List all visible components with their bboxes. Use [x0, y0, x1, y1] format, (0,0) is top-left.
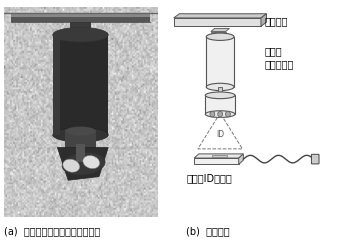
Bar — [11, 13, 150, 17]
Text: 可視光ID接收器: 可視光ID接收器 — [187, 173, 232, 183]
Ellipse shape — [65, 126, 96, 136]
Polygon shape — [211, 28, 230, 32]
Bar — [206, 37, 234, 87]
Polygon shape — [239, 154, 243, 164]
Polygon shape — [174, 18, 261, 26]
Ellipse shape — [62, 153, 105, 175]
Ellipse shape — [63, 159, 80, 172]
Bar — [53, 35, 108, 135]
Bar — [205, 95, 235, 114]
Polygon shape — [194, 154, 243, 158]
Bar — [11, 13, 150, 22]
Ellipse shape — [205, 92, 235, 99]
Polygon shape — [212, 155, 227, 157]
Bar — [65, 131, 96, 147]
Polygon shape — [261, 14, 267, 26]
Circle shape — [218, 111, 223, 117]
Ellipse shape — [205, 111, 235, 118]
Text: 燈座滑軌: 燈座滑軌 — [265, 16, 288, 26]
Ellipse shape — [83, 156, 100, 169]
Circle shape — [225, 111, 230, 117]
Ellipse shape — [206, 33, 234, 40]
Ellipse shape — [206, 83, 234, 91]
Bar — [76, 144, 85, 162]
Text: 可視光
無線通訊器: 可視光 無線通訊器 — [265, 46, 294, 69]
Ellipse shape — [53, 27, 108, 42]
Text: ID: ID — [216, 130, 224, 139]
Polygon shape — [57, 147, 108, 180]
Polygon shape — [174, 14, 267, 18]
Bar — [211, 32, 226, 37]
Text: (a)  可視光無線通訊器的實際外觀: (a) 可視光無線通訊器的實際外觀 — [4, 227, 100, 237]
Circle shape — [210, 111, 215, 117]
FancyBboxPatch shape — [312, 154, 319, 164]
Bar — [53, 35, 61, 135]
Bar — [218, 87, 222, 95]
Text: (b)  系統結構: (b) 系統結構 — [186, 227, 229, 237]
Ellipse shape — [53, 127, 108, 142]
Bar — [70, 22, 91, 38]
Bar — [194, 158, 239, 164]
